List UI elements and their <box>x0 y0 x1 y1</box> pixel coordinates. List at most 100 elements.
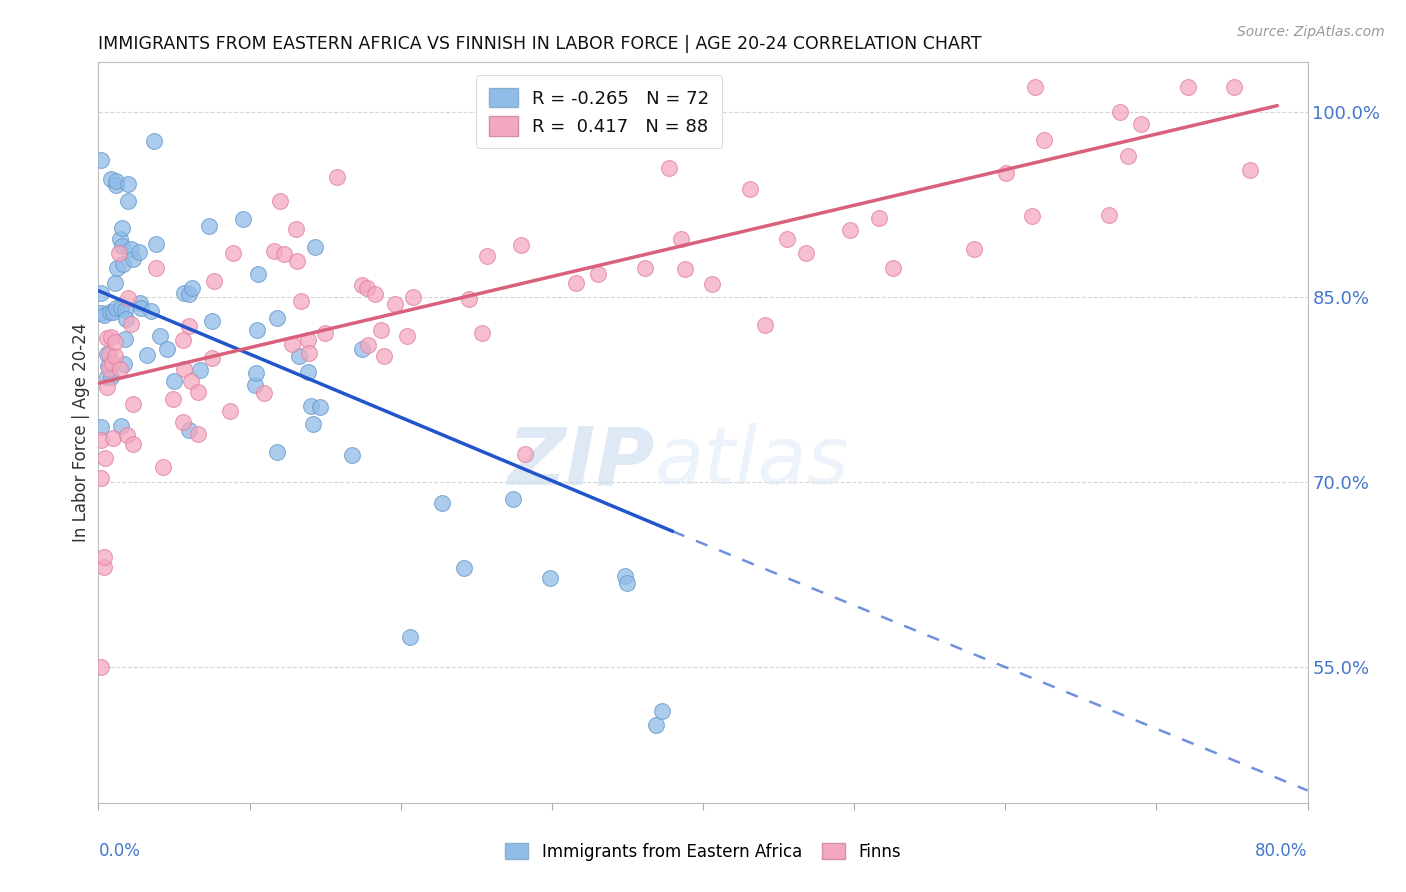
Point <box>222 246 245 260</box>
Point <box>1021 209 1043 223</box>
Point <box>122 437 145 451</box>
Point <box>1033 133 1056 147</box>
Text: 80.0%: 80.0% <box>1256 842 1308 860</box>
Legend: R = -0.265   N = 72, R =  0.417   N = 88: R = -0.265 N = 72, R = 0.417 N = 88 <box>477 75 721 148</box>
Point <box>139 304 162 318</box>
Point <box>104 178 127 193</box>
Point <box>384 297 406 311</box>
Point <box>1109 104 1132 119</box>
Point <box>669 232 692 246</box>
Point <box>613 568 636 582</box>
Point <box>173 362 195 376</box>
Point <box>90 660 112 674</box>
Point <box>1239 163 1261 178</box>
Point <box>129 296 152 310</box>
Point <box>281 337 304 351</box>
Point <box>101 357 124 371</box>
Point <box>115 428 138 442</box>
Point <box>246 323 269 337</box>
Point <box>794 246 817 260</box>
Point <box>105 260 128 275</box>
Point <box>457 292 479 306</box>
Point <box>120 242 142 256</box>
Point <box>702 277 724 291</box>
Point <box>172 415 194 429</box>
Point <box>299 400 322 414</box>
Point <box>273 247 295 261</box>
Point <box>302 417 325 431</box>
Point <box>284 222 307 236</box>
Point <box>995 166 1018 180</box>
Point <box>243 378 266 392</box>
Point <box>90 153 112 167</box>
Point <box>658 161 681 176</box>
Text: atlas: atlas <box>655 423 849 501</box>
Point <box>298 346 321 360</box>
Point <box>110 232 132 246</box>
Point <box>111 239 134 253</box>
Point <box>120 318 142 332</box>
Point <box>107 246 129 260</box>
Point <box>471 326 494 340</box>
Point <box>112 357 135 371</box>
Point <box>565 277 588 291</box>
Point <box>104 174 127 188</box>
Point <box>201 314 224 328</box>
Point <box>122 252 145 266</box>
Point <box>152 460 174 475</box>
Point <box>104 335 127 350</box>
Point <box>90 420 112 434</box>
Point <box>117 194 139 208</box>
Point <box>108 362 131 376</box>
Point <box>219 404 242 418</box>
Text: ZIP: ZIP <box>508 423 655 501</box>
Point <box>325 170 347 185</box>
Point <box>156 342 179 356</box>
Point <box>173 286 195 301</box>
Point <box>402 290 425 304</box>
Point <box>246 267 269 281</box>
Point <box>100 172 122 186</box>
Point <box>754 318 776 332</box>
Point <box>357 337 380 351</box>
Point <box>101 304 124 318</box>
Point <box>399 631 422 645</box>
Point <box>117 292 139 306</box>
Point <box>430 496 453 510</box>
Point <box>128 244 150 259</box>
Point <box>179 318 201 333</box>
Point <box>110 301 132 316</box>
Point <box>396 328 419 343</box>
Point <box>513 447 536 461</box>
Point <box>198 219 221 233</box>
Point <box>145 261 167 276</box>
Point <box>882 261 904 276</box>
Point <box>509 237 531 252</box>
Point <box>202 274 225 288</box>
Point <box>136 348 159 362</box>
Point <box>94 451 117 466</box>
Point <box>453 561 475 575</box>
Point <box>163 374 186 388</box>
Point <box>96 331 118 345</box>
Point <box>142 134 165 148</box>
Point <box>263 244 285 259</box>
Point <box>162 392 184 406</box>
Point <box>1098 208 1121 222</box>
Point <box>105 301 128 315</box>
Point <box>1177 80 1199 95</box>
Point <box>111 221 134 235</box>
Point <box>114 303 136 318</box>
Point <box>738 182 761 196</box>
Point <box>110 418 132 433</box>
Point <box>96 347 118 361</box>
Text: 0.0%: 0.0% <box>98 842 141 860</box>
Point <box>1024 80 1046 95</box>
Point <box>101 431 124 445</box>
Point <box>121 397 143 411</box>
Y-axis label: In Labor Force | Age 20-24: In Labor Force | Age 20-24 <box>72 323 90 542</box>
Point <box>616 576 638 591</box>
Point <box>187 426 209 441</box>
Point <box>90 471 112 485</box>
Point <box>187 385 209 400</box>
